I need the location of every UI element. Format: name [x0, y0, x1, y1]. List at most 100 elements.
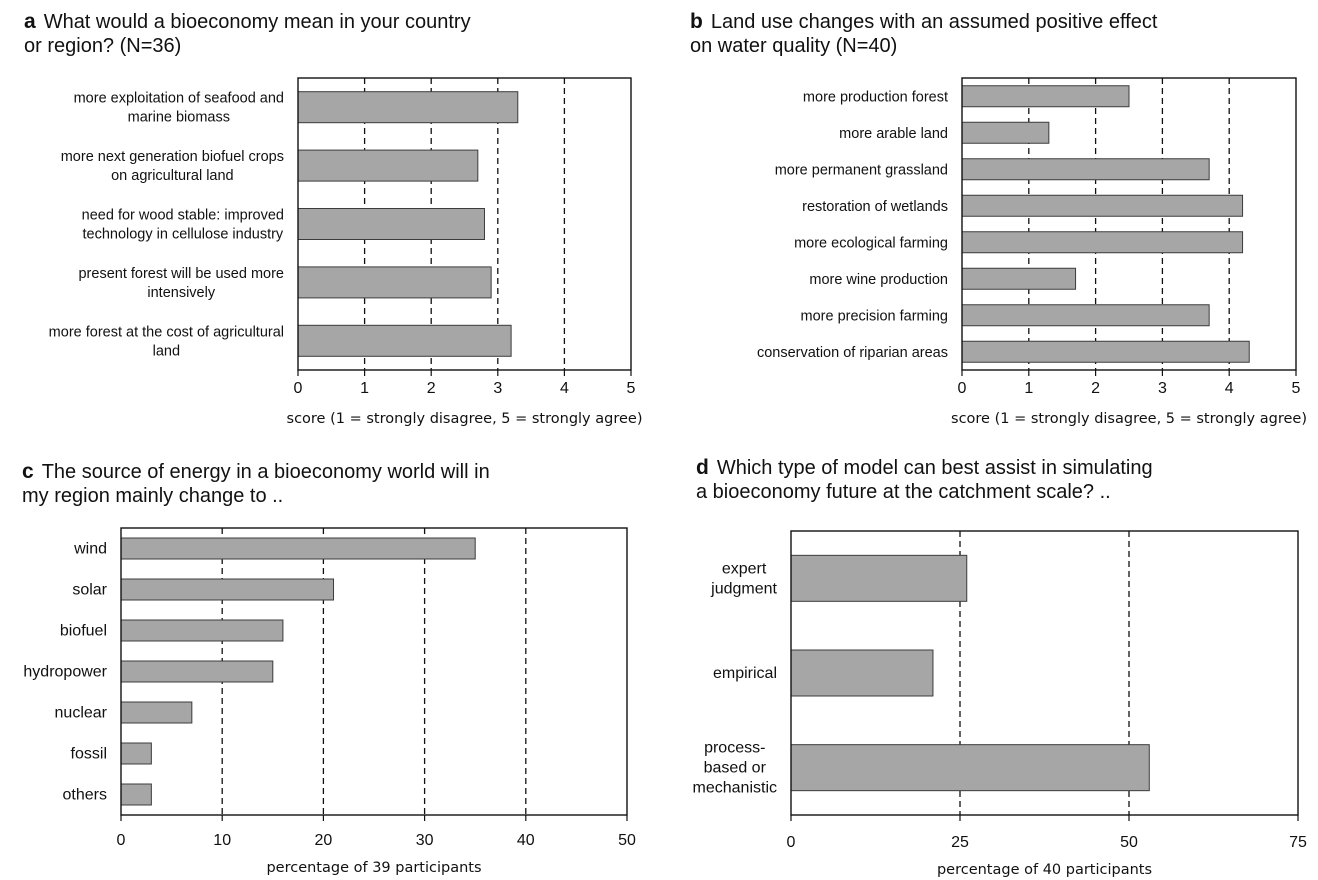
panel-title-line-1: d Which type of model can best assist in … [696, 456, 1153, 479]
panel-d: d Which type of model can best assist in … [693, 456, 1307, 878]
bar-0 [961, 85, 1130, 108]
panel-letter: c [22, 460, 34, 483]
category-label-line: conservation of riparian areas [757, 345, 948, 361]
x-tick-label: 3 [493, 380, 502, 397]
category-label: hydropower [23, 664, 107, 681]
category-label-line: technology in cellulose industry [82, 227, 283, 243]
panel-b: b Land use changes with an assumed positi… [690, 10, 1307, 427]
category-label: fossil [71, 746, 107, 763]
category-label-line: present forest will be used more [78, 266, 284, 282]
category-label-line: wind [73, 541, 107, 558]
plot-frame [790, 530, 1299, 816]
category-label-line: process- [704, 740, 765, 757]
bar-6 [120, 783, 152, 806]
panel-letter: a [24, 10, 36, 33]
bar-4 [297, 324, 512, 357]
category-label: more precision farming [801, 308, 948, 324]
category-label-line: more wine production [809, 272, 948, 288]
category-label: more forest at the cost of agricultural l… [49, 324, 284, 359]
bar-1 [297, 149, 479, 182]
panel-letter: d [696, 456, 709, 479]
panel-title-line-2: on water quality (N=40) [690, 35, 897, 57]
x-tick-label: 10 [213, 832, 231, 849]
x-tick-label: 4 [1225, 380, 1234, 397]
bar-4 [120, 701, 193, 724]
category-label-line: judgment [710, 580, 777, 597]
bar-0 [790, 554, 968, 602]
category-label: solar [72, 582, 107, 599]
panel-title-line-2: my region mainly change to .. [22, 485, 283, 507]
x-tick-label: 5 [627, 380, 636, 397]
category-label-line: more arable land [839, 126, 948, 142]
bar-0 [120, 537, 476, 560]
category-label-line: more precision farming [801, 308, 948, 324]
x-tick-label: 75 [1289, 834, 1307, 851]
category-label-line: more exploitation of seafood and [74, 91, 284, 107]
x-tick-label: 0 [117, 832, 126, 849]
bar-3 [120, 660, 274, 683]
x-tick-label: 0 [294, 380, 303, 397]
bar-3 [961, 194, 1244, 217]
panel-title-line-2: or region? (N=36) [24, 35, 181, 57]
category-label: others [63, 787, 107, 804]
panel-title-line-1: c The source of energy in a bioeconomy wo… [22, 460, 490, 483]
category-label-line: nuclear [55, 705, 108, 722]
panel-title-text: What would a bioeconomy mean in your cou… [44, 11, 471, 33]
category-label: expert judgment [710, 560, 777, 597]
x-tick-label: 2 [427, 380, 436, 397]
bar-3 [297, 266, 492, 299]
category-label: more arable land [839, 126, 948, 142]
bar-2 [120, 619, 284, 642]
category-label: more permanent grassland [775, 162, 948, 178]
x-axis-label: percentage of 39 participants [266, 860, 481, 876]
bar-5 [961, 267, 1077, 290]
panel-title-text: Which type of model can best assist in s… [717, 457, 1153, 479]
category-label: nuclear [55, 705, 108, 722]
x-tick-label: 30 [416, 832, 434, 849]
category-label-line: land [153, 343, 180, 359]
panel-title-line-2: a bioeconomy future at the catchment sca… [696, 481, 1111, 503]
panel-title-text: Land use changes with an assumed positiv… [711, 11, 1158, 33]
category-label-line: hydropower [23, 664, 107, 681]
category-label-line: marine biomass [128, 110, 230, 126]
category-label-line: fossil [71, 746, 107, 763]
category-label: process-based or mechanistic [693, 740, 777, 797]
panel-title-line-1: a What would a bioeconomy mean in your co… [24, 10, 471, 33]
x-tick-label: 0 [787, 834, 796, 851]
panel-letter: b [690, 10, 703, 33]
bar-2 [790, 744, 1150, 792]
x-tick-label: 5 [1292, 380, 1301, 397]
panel-c: c The source of energy in a bioeconomy wo… [22, 460, 636, 876]
category-label-line: more next generation biofuel crops [61, 149, 284, 165]
x-tick-label: 25 [951, 834, 969, 851]
category-label: present forest will be used more intensiv… [78, 266, 284, 301]
x-tick-label: 4 [560, 380, 569, 397]
bar-1 [120, 578, 335, 601]
category-label-line: biofuel [60, 623, 107, 640]
category-label-line: more permanent grassland [775, 162, 948, 178]
x-tick-label: 1 [1024, 380, 1033, 397]
bar-0 [297, 91, 519, 124]
category-label-line: need for wood stable: improved [82, 208, 284, 224]
panel-title-line-1: b Land use changes with an assumed positi… [690, 10, 1158, 33]
plot-frame [297, 77, 632, 371]
x-tick-label: 50 [618, 832, 636, 849]
category-label: empirical [713, 665, 777, 682]
category-label-line: based or [704, 760, 767, 777]
category-label: more ecological farming [794, 235, 948, 251]
category-label-line: empirical [713, 665, 777, 682]
category-label: more exploitation of seafood and marine b… [74, 91, 284, 126]
category-label-line: intensively [147, 285, 215, 301]
plot-frame [961, 77, 1297, 371]
category-label-line: more forest at the cost of agricultural [49, 324, 284, 340]
category-label-line: others [63, 787, 107, 804]
category-label: wind [73, 541, 107, 558]
plot-frame [120, 527, 628, 816]
panel-a: a What would a bioeconomy mean in your co… [24, 10, 642, 427]
category-label: more next generation biofuel crops on agr… [61, 149, 284, 184]
category-label-line: on agricultural land [111, 168, 234, 184]
category-label: need for wood stable: improved technology… [82, 208, 284, 243]
category-label: more production forest [803, 89, 948, 105]
category-label: conservation of riparian areas [757, 345, 948, 361]
panel-title-text: The source of energy in a bioeconomy wor… [42, 461, 490, 483]
